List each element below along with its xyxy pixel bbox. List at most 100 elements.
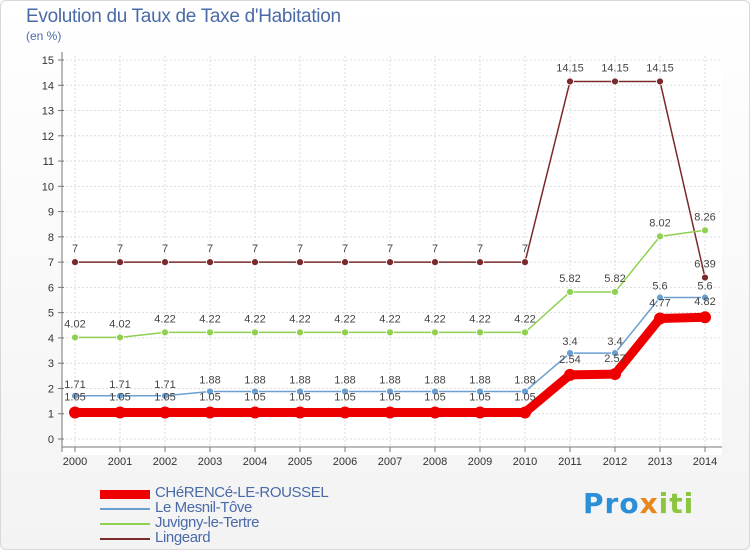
data-point [521,258,529,267]
data-point [656,232,664,241]
data-label: 1.88 [244,374,265,386]
y-tick-label: 13 [42,106,54,118]
y-tick-label: 15 [42,55,54,67]
data-label: 1.88 [424,374,445,386]
data-point [296,328,304,337]
data-label: 1.05 [154,391,175,403]
x-tick-label: 2002 [153,456,177,468]
data-point [521,328,529,337]
data-point [116,391,124,400]
data-label: 1.71 [109,379,130,391]
data-point [296,387,304,396]
data-point [206,387,214,396]
data-label: 2.54 [559,354,580,366]
data-label: 2.57 [604,353,625,365]
data-label: 14.15 [556,62,584,74]
data-label: 7 [432,243,438,255]
y-tick-label: 11 [43,156,54,168]
x-tick-label: 2006 [333,456,357,468]
x-tick-label: 2011 [558,456,582,468]
data-point [476,387,484,396]
data-point [519,406,531,419]
data-label: 1.88 [199,374,220,386]
y-tick-label: 12 [42,131,54,143]
y-tick-label: 3 [48,358,54,370]
data-point [566,77,574,86]
data-point [429,406,441,419]
data-point [611,288,619,296]
x-tick-label: 2005 [288,456,312,468]
data-label: 1.88 [289,374,310,386]
data-point [701,293,709,302]
data-point [431,258,439,267]
x-tick-label: 2003 [198,456,222,468]
data-label: 1.05 [244,391,265,403]
data-point [114,406,126,419]
data-label: 4.22 [244,313,265,325]
data-label: 7 [342,243,348,255]
data-label: 1.88 [514,374,535,386]
data-point [159,406,171,419]
legend-swatch [100,508,150,510]
data-point [476,258,484,267]
data-point [611,77,619,86]
data-point [566,349,574,357]
data-point [566,288,574,296]
data-label: 7 [72,243,78,255]
data-point [386,258,394,267]
data-label: 4.77 [649,297,670,309]
data-label: 1.88 [334,374,355,386]
y-tick-label: 1 [48,409,54,421]
data-label: 1.71 [64,379,85,391]
data-point [249,406,261,419]
data-point [161,328,169,337]
data-point [204,406,216,419]
data-point [251,328,259,337]
x-tick-label: 2001 [108,456,132,468]
data-label: 7 [117,243,123,255]
data-label: 4.82 [694,296,715,308]
data-label: 1.88 [469,374,490,386]
y-tick-label: 7 [48,257,54,269]
data-label: 6.39 [694,259,715,271]
data-point [654,312,666,325]
data-point [521,387,529,396]
proxiti-logo: Proxiti [583,487,695,520]
legend-swatch [100,523,150,525]
chart-title: Evolution du Taux de Taxe d'Habitation [26,6,341,27]
data-label: 1.71 [154,379,175,391]
data-point [341,328,349,337]
legend-label: Juvigny-le-Tertre [155,514,260,531]
data-label: 4.02 [109,318,130,330]
y-tick-label: 9 [48,207,54,219]
data-point [339,406,351,419]
x-tick-label: 2004 [243,456,267,468]
y-tick-label: 2 [48,383,54,395]
series [69,77,711,419]
data-label: 7 [162,243,168,255]
data-label: 1.05 [199,391,220,403]
data-label: 1.88 [379,374,400,386]
data-labels: 1.05 1.05 1.05 1.05 1.05 1.05 1.05 1.05 1.05 1.05… [64,62,715,403]
data-label: 1.05 [334,391,355,403]
data-point [71,391,79,400]
x-tick-label: 2010 [513,456,537,468]
data-label: 8.26 [694,211,715,223]
y-tick-label: 14 [42,80,54,92]
data-point [161,258,169,267]
data-label: 14.15 [601,62,629,74]
data-label: 1.05 [379,391,400,403]
data-label: 5.6 [697,281,712,293]
data-point [296,258,304,267]
data-point [431,387,439,396]
data-label: 7 [252,243,258,255]
data-point [116,333,124,342]
chart-subtitle: (en %) [26,29,62,43]
data-point [386,328,394,337]
x-tick-label: 2008 [423,456,447,468]
data-label: 1.05 [424,391,445,403]
legend-label: Le Mesnil-Tôve [155,499,252,516]
data-label: 7 [387,243,393,255]
x-tick-label: 2014 [693,456,717,468]
